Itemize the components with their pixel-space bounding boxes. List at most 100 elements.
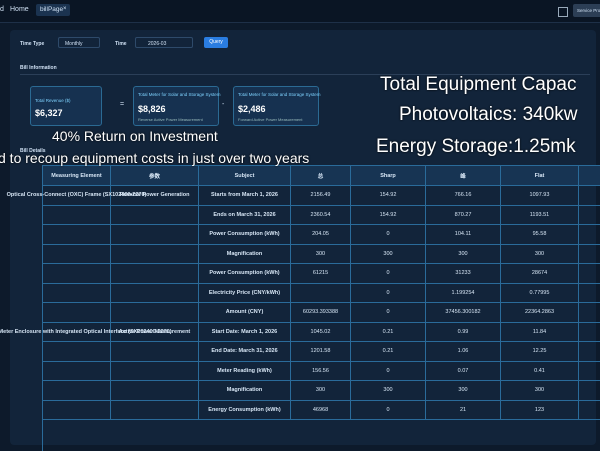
card-sub: Reverse Active Power Measurement — [138, 117, 203, 122]
value-cell: 11.84 — [501, 322, 579, 342]
cell — [111, 400, 199, 420]
value-cell: 1045.02 — [291, 322, 351, 342]
element-cell: Smart Meter Enclosure with Integrated Op… — [0, 322, 172, 342]
label: Time — [115, 41, 127, 47]
value-cell: 300 — [501, 381, 579, 401]
value-cell: 156.56 — [291, 361, 351, 381]
value-cell: 0.99 — [426, 322, 501, 342]
cell — [43, 205, 111, 225]
value-cell: 870.27 — [426, 205, 501, 225]
cell — [111, 303, 199, 323]
header-cell — [579, 166, 600, 186]
subject-cell: Ends on March 31, 2026 — [199, 205, 291, 225]
subject-cell: Starts from March 1, 2026 — [199, 186, 291, 206]
value-cell: 21 — [426, 400, 501, 420]
subject-cell: Amount (CNY) — [199, 303, 291, 323]
header-cell: Subject — [199, 166, 291, 186]
value-cell: 766.16 — [426, 186, 501, 206]
cell — [111, 205, 199, 225]
value-cell: 0 — [351, 303, 426, 323]
cell — [43, 400, 111, 420]
value-cell: 1201.58 — [291, 342, 351, 362]
cell — [43, 361, 111, 381]
cell — [111, 244, 199, 264]
value-cell: 37456.300182 — [426, 303, 501, 323]
cell — [579, 362, 600, 381]
value-cell: 12.25 — [501, 342, 579, 362]
value-cell: 300 — [501, 244, 579, 264]
value-cell: 28674 — [501, 264, 579, 284]
value-cell: 0 — [351, 361, 426, 381]
subject-cell: Energy Consumption (kWh) — [199, 400, 291, 420]
card-label: Total Meter for Solar and Storage System — [138, 92, 221, 97]
category-cell: Reverse Power Generation — [111, 186, 199, 206]
subject-cell: Electricity Price (CNY/kWh) — [199, 283, 291, 303]
value-cell: 0 — [351, 400, 426, 420]
nav-home[interactable]: Home — [10, 6, 29, 13]
overlay-text: Total Equipment Capac — [380, 74, 577, 95]
icon[interactable] — [558, 7, 568, 17]
tab-close[interactable]: × — [63, 6, 67, 12]
subject-cell: Magnification — [199, 381, 291, 401]
value-cell: 154.92 — [351, 186, 426, 206]
cell — [579, 323, 600, 342]
element-cell: Optical Cross-Connect (OXC) Frame (SX102… — [7, 186, 146, 206]
value-cell: 104.11 — [426, 225, 501, 245]
cell — [579, 206, 600, 225]
overlay-text: d to recoup equipment costs in just over… — [0, 150, 310, 166]
value-cell: 31233 — [426, 264, 501, 284]
card-value: $6,327 — [35, 108, 63, 118]
cell — [43, 264, 111, 284]
header-cell: Sharp — [351, 166, 426, 186]
cell — [111, 225, 199, 245]
service-button[interactable]: Service Pro — [573, 4, 600, 17]
card-label: Total Meter for Solar and Storage System — [238, 92, 321, 97]
card — [233, 86, 319, 126]
query-button[interactable]: Query — [204, 37, 228, 48]
value-cell — [291, 283, 351, 303]
value-cell: 0.07 — [426, 361, 501, 381]
date-input[interactable]: 2026-03 — [135, 37, 193, 48]
select[interactable]: Monthly — [58, 37, 100, 48]
top-bar — [0, 0, 600, 23]
cell — [579, 264, 600, 284]
cell — [579, 245, 600, 264]
value-cell: 22364.2863 — [501, 303, 579, 323]
cell — [43, 244, 111, 264]
cell — [579, 381, 600, 401]
operator: - — [222, 101, 225, 108]
value-cell: 95.58 — [501, 225, 579, 245]
overlay-text: 40% Return on Investment — [52, 128, 218, 144]
value-cell: 1.199254 — [426, 283, 501, 303]
value-cell: 1.06 — [426, 342, 501, 362]
value-cell: 300 — [351, 244, 426, 264]
section-title: Bill Details — [20, 148, 46, 154]
tab-label[interactable]: billPage — [40, 6, 64, 13]
subject-cell: End Date: March 31, 2026 — [199, 342, 291, 362]
value-cell: 0.21 — [351, 342, 426, 362]
value-cell: 204.05 — [291, 225, 351, 245]
subject-cell: Magnification — [199, 244, 291, 264]
operator: = — [120, 101, 125, 108]
card — [133, 86, 219, 126]
value-cell: 300 — [291, 244, 351, 264]
cell — [579, 401, 600, 420]
value-cell: 0.77995 — [501, 283, 579, 303]
value-cell: 1097.93 — [501, 186, 579, 206]
value-cell: 0 — [351, 264, 426, 284]
cell — [579, 342, 600, 362]
cell — [43, 303, 111, 323]
value-cell: 61215 — [291, 264, 351, 284]
value-cell: 0.21 — [351, 322, 426, 342]
card-value: $2,486 — [238, 104, 266, 114]
divider — [20, 74, 590, 75]
cell — [111, 342, 199, 362]
section-title: Bill Information — [20, 65, 57, 71]
cell — [579, 303, 600, 323]
subject-cell: Power Consumption (kWh) — [199, 264, 291, 284]
subject-cell: Power Consumption (kWh) — [199, 225, 291, 245]
cell — [579, 225, 600, 245]
tab[interactable] — [36, 4, 70, 16]
header-cell: 峰 — [426, 166, 501, 186]
card-label: Total Revenue ($) — [35, 98, 71, 103]
